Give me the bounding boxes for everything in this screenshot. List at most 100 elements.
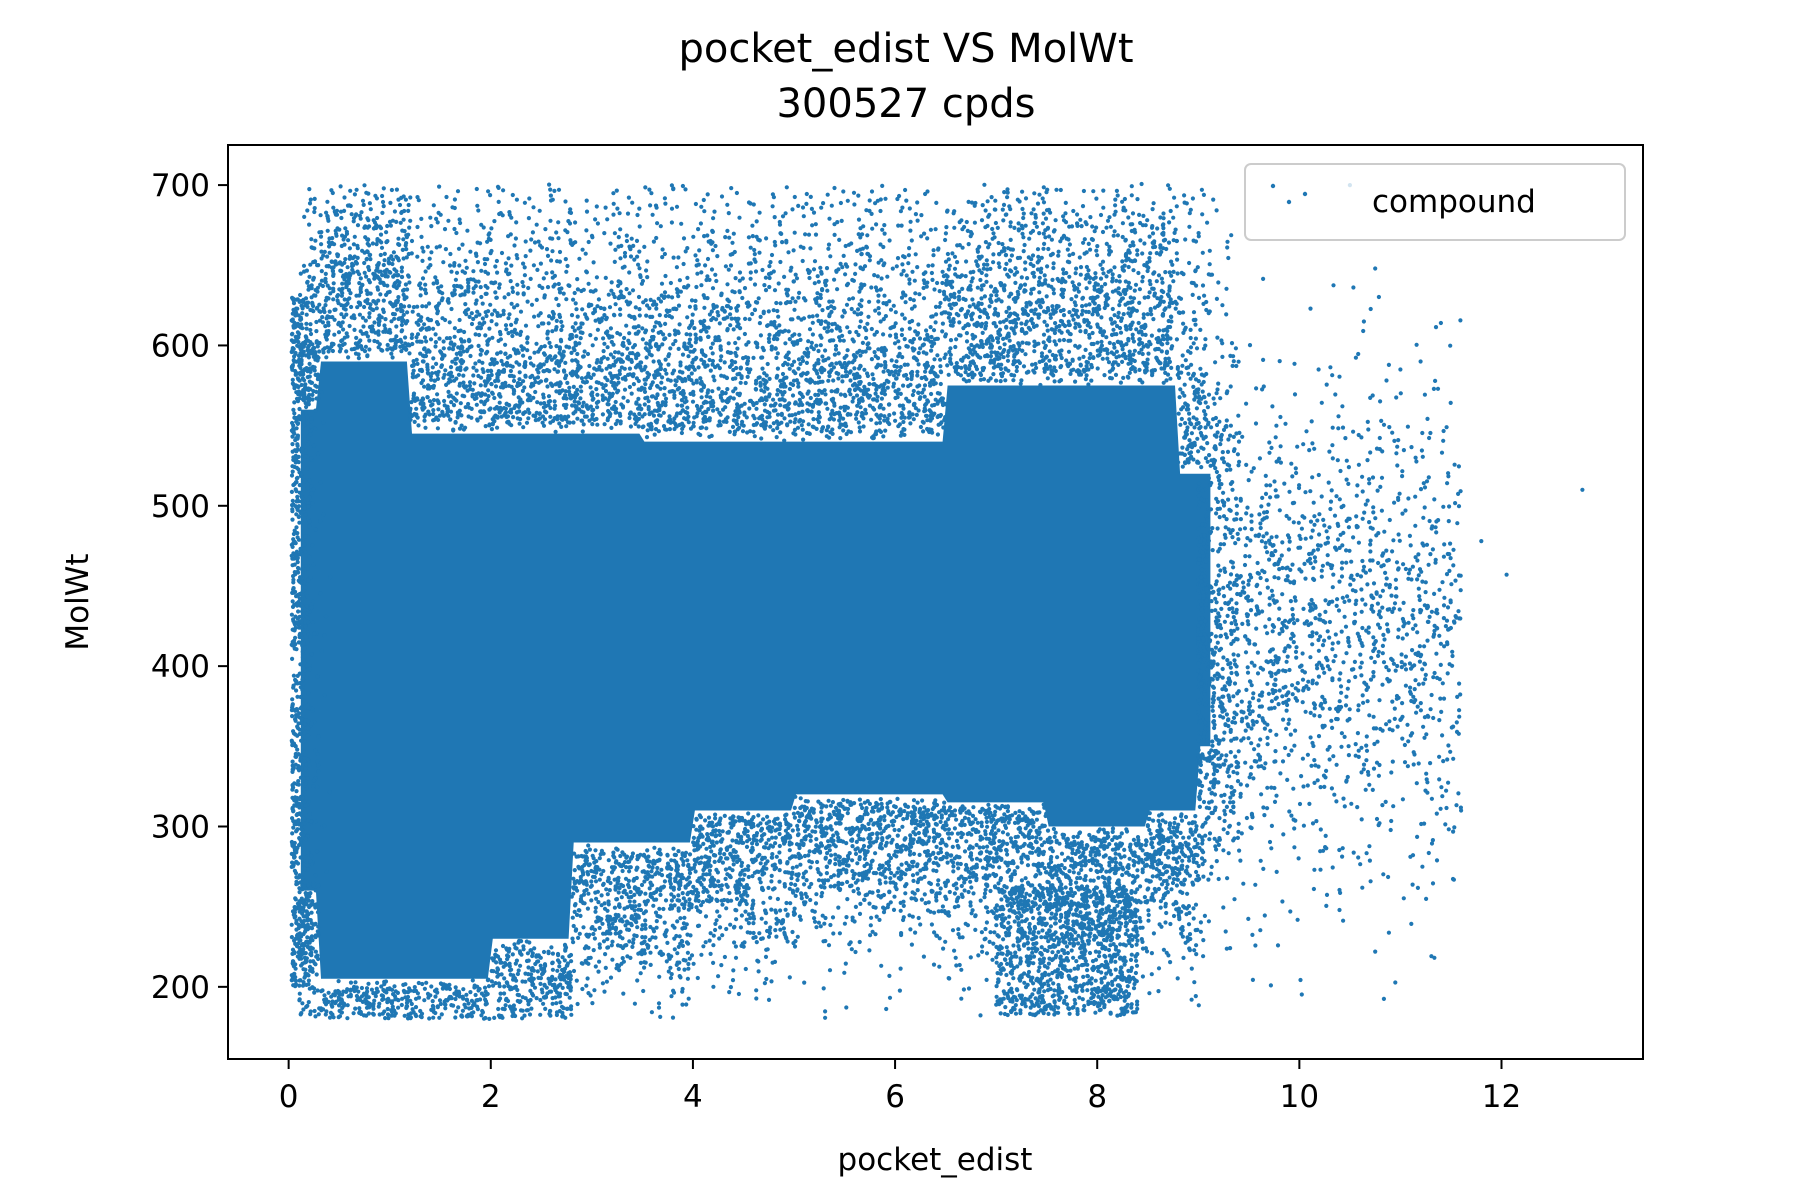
scatter-point bbox=[804, 360, 810, 365]
scatter-point bbox=[1216, 280, 1221, 285]
scatter-point bbox=[1083, 330, 1088, 335]
scatter-point bbox=[1029, 257, 1034, 262]
scatter-point bbox=[1183, 237, 1188, 242]
scatter-point bbox=[439, 350, 444, 355]
scatter-point bbox=[640, 337, 646, 342]
scatter-point bbox=[1022, 282, 1028, 287]
scatter-point bbox=[595, 327, 601, 332]
scatter-point bbox=[525, 340, 530, 345]
scatter-point bbox=[1102, 373, 1107, 378]
scatter-point bbox=[1086, 268, 1091, 273]
scatter-point bbox=[760, 397, 765, 403]
scatter-point bbox=[467, 383, 472, 388]
scatter-point bbox=[853, 262, 858, 267]
scatter-point bbox=[307, 361, 312, 366]
scatter-point bbox=[406, 274, 411, 279]
scatter-point bbox=[1083, 347, 1088, 352]
scatter-point bbox=[710, 389, 715, 394]
scatter-point bbox=[501, 312, 506, 317]
scatter-point bbox=[767, 376, 772, 381]
scatter-point bbox=[313, 383, 318, 388]
scatter-point bbox=[1081, 354, 1086, 359]
scatter-point bbox=[648, 385, 653, 391]
scatter-point bbox=[630, 288, 636, 293]
scatter-point bbox=[822, 326, 827, 331]
scatter-point bbox=[931, 253, 936, 258]
scatter-point bbox=[666, 354, 671, 359]
scatter-point bbox=[1168, 324, 1173, 330]
scatter-point bbox=[1026, 369, 1031, 374]
scatter-point bbox=[489, 372, 494, 378]
scatter-point bbox=[480, 360, 485, 365]
scatter-point bbox=[601, 349, 606, 354]
scatter-point bbox=[644, 435, 650, 440]
scatter-point bbox=[593, 336, 599, 341]
scatter-point bbox=[404, 347, 409, 352]
scatter-point bbox=[502, 295, 507, 300]
scatter-point bbox=[788, 300, 793, 305]
scatter-point bbox=[733, 350, 738, 356]
scatter-point bbox=[847, 389, 852, 394]
scatter-point bbox=[509, 301, 514, 306]
scatter-point bbox=[1094, 225, 1099, 230]
scatter-point bbox=[1120, 347, 1125, 352]
scatter-point bbox=[1075, 286, 1080, 291]
scatter-point bbox=[1117, 274, 1122, 279]
scatter-point bbox=[806, 339, 811, 344]
scatter-point bbox=[1008, 224, 1013, 229]
scatter-point bbox=[1067, 224, 1072, 229]
scatter-point bbox=[1214, 296, 1219, 301]
scatter-point bbox=[1161, 216, 1166, 221]
scatter-point bbox=[768, 424, 773, 429]
scatter-point bbox=[650, 380, 655, 385]
scatter-point bbox=[473, 332, 478, 337]
scatter-point bbox=[517, 370, 522, 375]
scatter-point bbox=[489, 280, 494, 285]
scatter-point bbox=[651, 413, 657, 418]
scatter-point bbox=[1198, 430, 1203, 436]
scatter-point bbox=[362, 260, 367, 266]
scatter-point bbox=[534, 222, 539, 227]
scatter-point bbox=[356, 356, 361, 361]
scatter-point bbox=[826, 324, 831, 330]
scatter-point bbox=[1225, 449, 1231, 454]
scatter-point bbox=[1015, 270, 1020, 275]
scatter-point bbox=[796, 357, 802, 362]
scatter-point bbox=[545, 329, 551, 334]
scatter-point bbox=[906, 253, 912, 258]
scatter-point bbox=[634, 401, 639, 406]
scatter-point bbox=[1217, 419, 1222, 424]
scatter-point bbox=[1005, 358, 1011, 363]
scatter-point bbox=[620, 404, 626, 409]
scatter-point bbox=[1145, 361, 1150, 366]
scatter-point bbox=[422, 384, 427, 389]
scatter-point bbox=[358, 276, 363, 281]
scatter-point bbox=[1191, 384, 1196, 389]
scatter-point bbox=[928, 325, 933, 330]
scatter-point bbox=[1095, 353, 1101, 358]
scatter-point bbox=[450, 359, 455, 364]
scatter-point bbox=[847, 370, 852, 375]
scatter-point bbox=[1176, 411, 1181, 416]
scatter-point bbox=[569, 313, 575, 318]
scatter-point bbox=[1155, 303, 1161, 308]
scatter-point bbox=[547, 314, 552, 319]
scatter-point bbox=[844, 373, 850, 378]
scatter-point bbox=[324, 337, 329, 342]
scatter-point bbox=[354, 187, 359, 192]
scatter-point bbox=[594, 275, 600, 280]
scatter-point bbox=[578, 384, 583, 389]
scatter-point bbox=[801, 419, 806, 424]
scatter-point bbox=[849, 306, 854, 312]
scatter-point bbox=[611, 383, 616, 388]
scatter-point bbox=[510, 289, 515, 294]
scatter-point bbox=[1183, 325, 1188, 330]
scatter-point bbox=[1094, 248, 1099, 253]
scatter-point bbox=[1092, 284, 1097, 289]
scatter-point bbox=[1030, 271, 1035, 276]
scatter-point bbox=[460, 393, 465, 398]
scatter-point bbox=[856, 193, 861, 198]
scatter-point bbox=[712, 378, 717, 383]
scatter-point bbox=[471, 269, 476, 274]
scatter-point bbox=[508, 279, 513, 284]
